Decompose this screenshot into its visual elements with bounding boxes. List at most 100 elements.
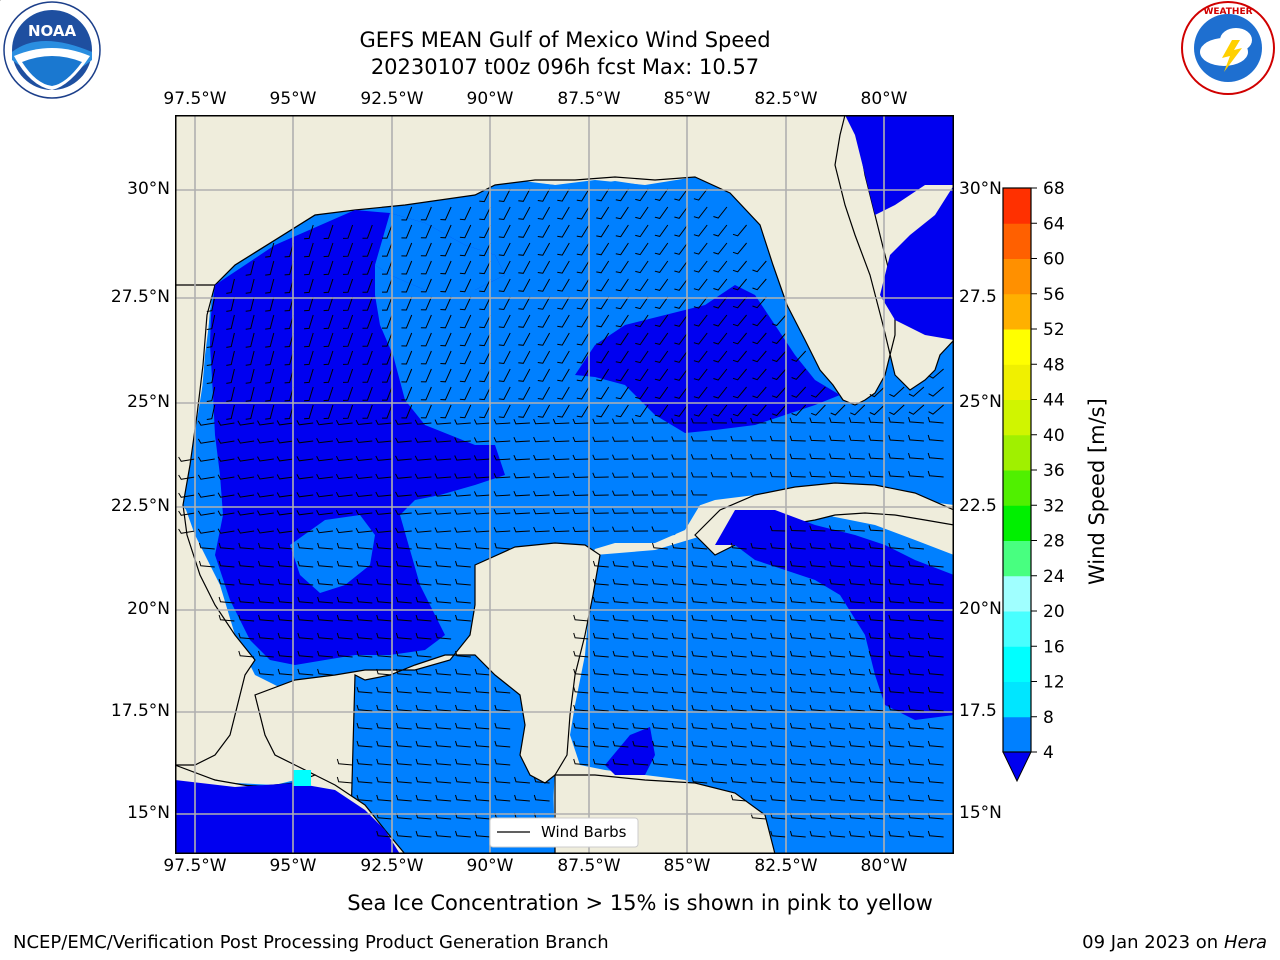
wind-barb: [889, 404, 905, 416]
wind-barb: [537, 242, 551, 256]
wind-barb: [440, 224, 452, 239]
wind-barb: [420, 296, 432, 311]
wind-barb: [336, 650, 353, 658]
wind-barb: [908, 686, 924, 694]
wind-barb: [304, 278, 314, 294]
wind-barb: [771, 404, 787, 417]
wind-barb: [750, 471, 767, 478]
wind-barb: [493, 491, 511, 497]
wind-barb: [537, 278, 551, 292]
wind-barb: [868, 417, 885, 424]
wind-barb: [265, 350, 275, 366]
wind-barb: [888, 471, 905, 478]
wind-barb: [771, 368, 787, 381]
wind-barb: [868, 632, 885, 640]
wind-barb: [711, 650, 727, 658]
wind-barb: [908, 596, 924, 604]
wind-barb: [395, 830, 412, 838]
wind-barb: [612, 508, 629, 514]
wind-barb: [710, 436, 727, 442]
wind-barb: [395, 794, 412, 802]
wind-barb: [711, 686, 727, 694]
wind-barb: [415, 830, 432, 838]
wind-barb: [635, 242, 649, 256]
wind-barb: [257, 420, 274, 426]
colorbar-segment: [1003, 716, 1031, 753]
wind-barb: [420, 278, 432, 293]
wind-barb: [316, 456, 333, 462]
wind-barb: [376, 650, 393, 658]
wind-barb: [789, 471, 806, 478]
wind-barb: [690, 490, 708, 496]
calm-region-caribbean: [715, 510, 954, 720]
wind-barb: [459, 206, 472, 221]
wind-barb: [474, 740, 491, 748]
lon-label-bottom: 87.5°W: [557, 856, 621, 876]
chart-subtitle: 20230107 t00z 096h fcst Max: 10.57: [370, 55, 760, 79]
calm-region-south: [175, 780, 400, 854]
wind-barb: [454, 455, 471, 461]
lon-label-top: 97.5°W: [163, 89, 227, 109]
wind-barb: [671, 560, 688, 568]
wind-barb: [710, 418, 727, 424]
wind-barb: [237, 492, 255, 498]
wind-barb: [596, 404, 610, 418]
wind-barb: [277, 632, 294, 640]
wind-barb: [356, 740, 373, 748]
wind-barb: [671, 740, 688, 748]
wind-barb: [455, 560, 471, 568]
wind-barb: [654, 296, 669, 309]
wind-barb: [888, 740, 905, 748]
wind-barb: [226, 314, 235, 330]
colorbar-segment: [1003, 575, 1031, 612]
wind-barb: [435, 704, 452, 712]
colorbar-tick-label: 24: [1043, 567, 1065, 587]
wind-barb: [829, 453, 846, 460]
wind-barb: [420, 224, 432, 239]
wind-barb: [789, 542, 806, 550]
wind-barb: [573, 650, 590, 658]
wind-barb: [592, 704, 609, 712]
wind-barb: [809, 471, 826, 478]
wind-barb: [459, 296, 472, 311]
colorbar-label: Wind Speed [m/s]: [1085, 398, 1109, 585]
wind-barb: [829, 830, 846, 838]
wind-barb: [297, 632, 314, 640]
wind-barb: [277, 542, 294, 550]
wind-barb: [573, 686, 590, 694]
wind-barb: [632, 704, 649, 712]
wind-barb: [849, 560, 865, 568]
wind-barb: [576, 296, 590, 310]
wind-barb: [226, 404, 235, 420]
wind-barb: [420, 368, 432, 383]
wind-barb: [218, 560, 235, 568]
wind-barb: [440, 332, 452, 347]
wind-barb: [572, 526, 590, 533]
wind-barb: [908, 776, 924, 784]
wind-barb: [888, 650, 905, 658]
wind-barb: [789, 614, 806, 622]
wind-barb: [592, 596, 609, 604]
wind-barb: [375, 419, 393, 425]
wind-barb: [455, 650, 471, 658]
wind-barb: [455, 668, 471, 676]
wind-barb: [395, 650, 412, 658]
colorbar-tick-label: 8: [1043, 708, 1054, 728]
wind-barb: [809, 560, 826, 568]
wind-barb: [711, 632, 727, 640]
wind-barb: [809, 668, 826, 676]
wind-barb: [809, 453, 826, 460]
wind-barb: [791, 350, 807, 362]
wind-barb: [888, 435, 905, 442]
wind-barb: [811, 404, 826, 416]
colorbar-segment: [1003, 646, 1031, 682]
wind-barb: [771, 314, 787, 327]
colorbar-tick-label: 68: [1043, 180, 1065, 199]
wind-barb: [401, 224, 413, 239]
wind-barb: [323, 278, 334, 294]
wind-barb: [713, 350, 728, 363]
wind-barb: [848, 525, 865, 532]
wind-barb: [376, 578, 393, 586]
wind-barb: [459, 224, 472, 239]
wind-barb: [362, 296, 373, 311]
